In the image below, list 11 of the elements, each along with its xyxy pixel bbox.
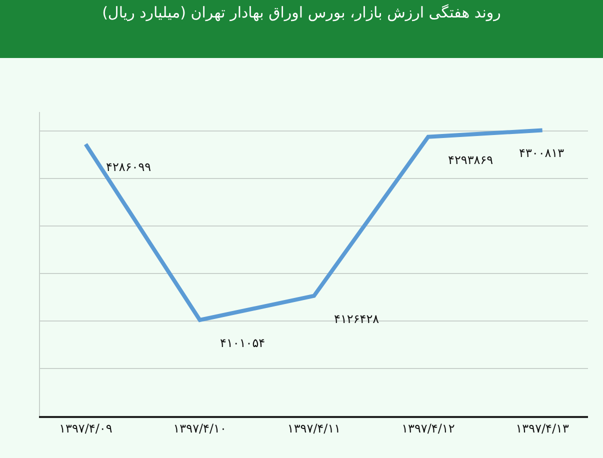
chart-title: روند هفتگی ارزش بازار، بورس اوراق بهادار تهران (میلیارد ریال) [102, 3, 501, 22]
x-tick-label: ۱۳۹۷/۴/۱۲ [402, 421, 455, 436]
x-tick-label: ۱۳۹۷/۴/۰۹ [59, 421, 112, 436]
data-label: ۴۱۰۱۰۵۴ [220, 336, 266, 350]
data-label: ۴۲۹۳۸۶۹ [448, 153, 494, 167]
x-tick-label: ۱۳۹۷/۴/۱۳ [516, 421, 570, 436]
data-label: ۴۱۲۶۴۲۸ [334, 312, 380, 326]
x-tick-label: ۱۳۹۷/۴/۱۱ [287, 421, 341, 436]
data-label: ۴۳۰۰۸۱۳ [519, 146, 565, 160]
data-label: ۴۲۸۶۰۹۹ [106, 160, 152, 174]
x-tick-label: ۱۳۹۷/۴/۱۰ [173, 421, 226, 436]
